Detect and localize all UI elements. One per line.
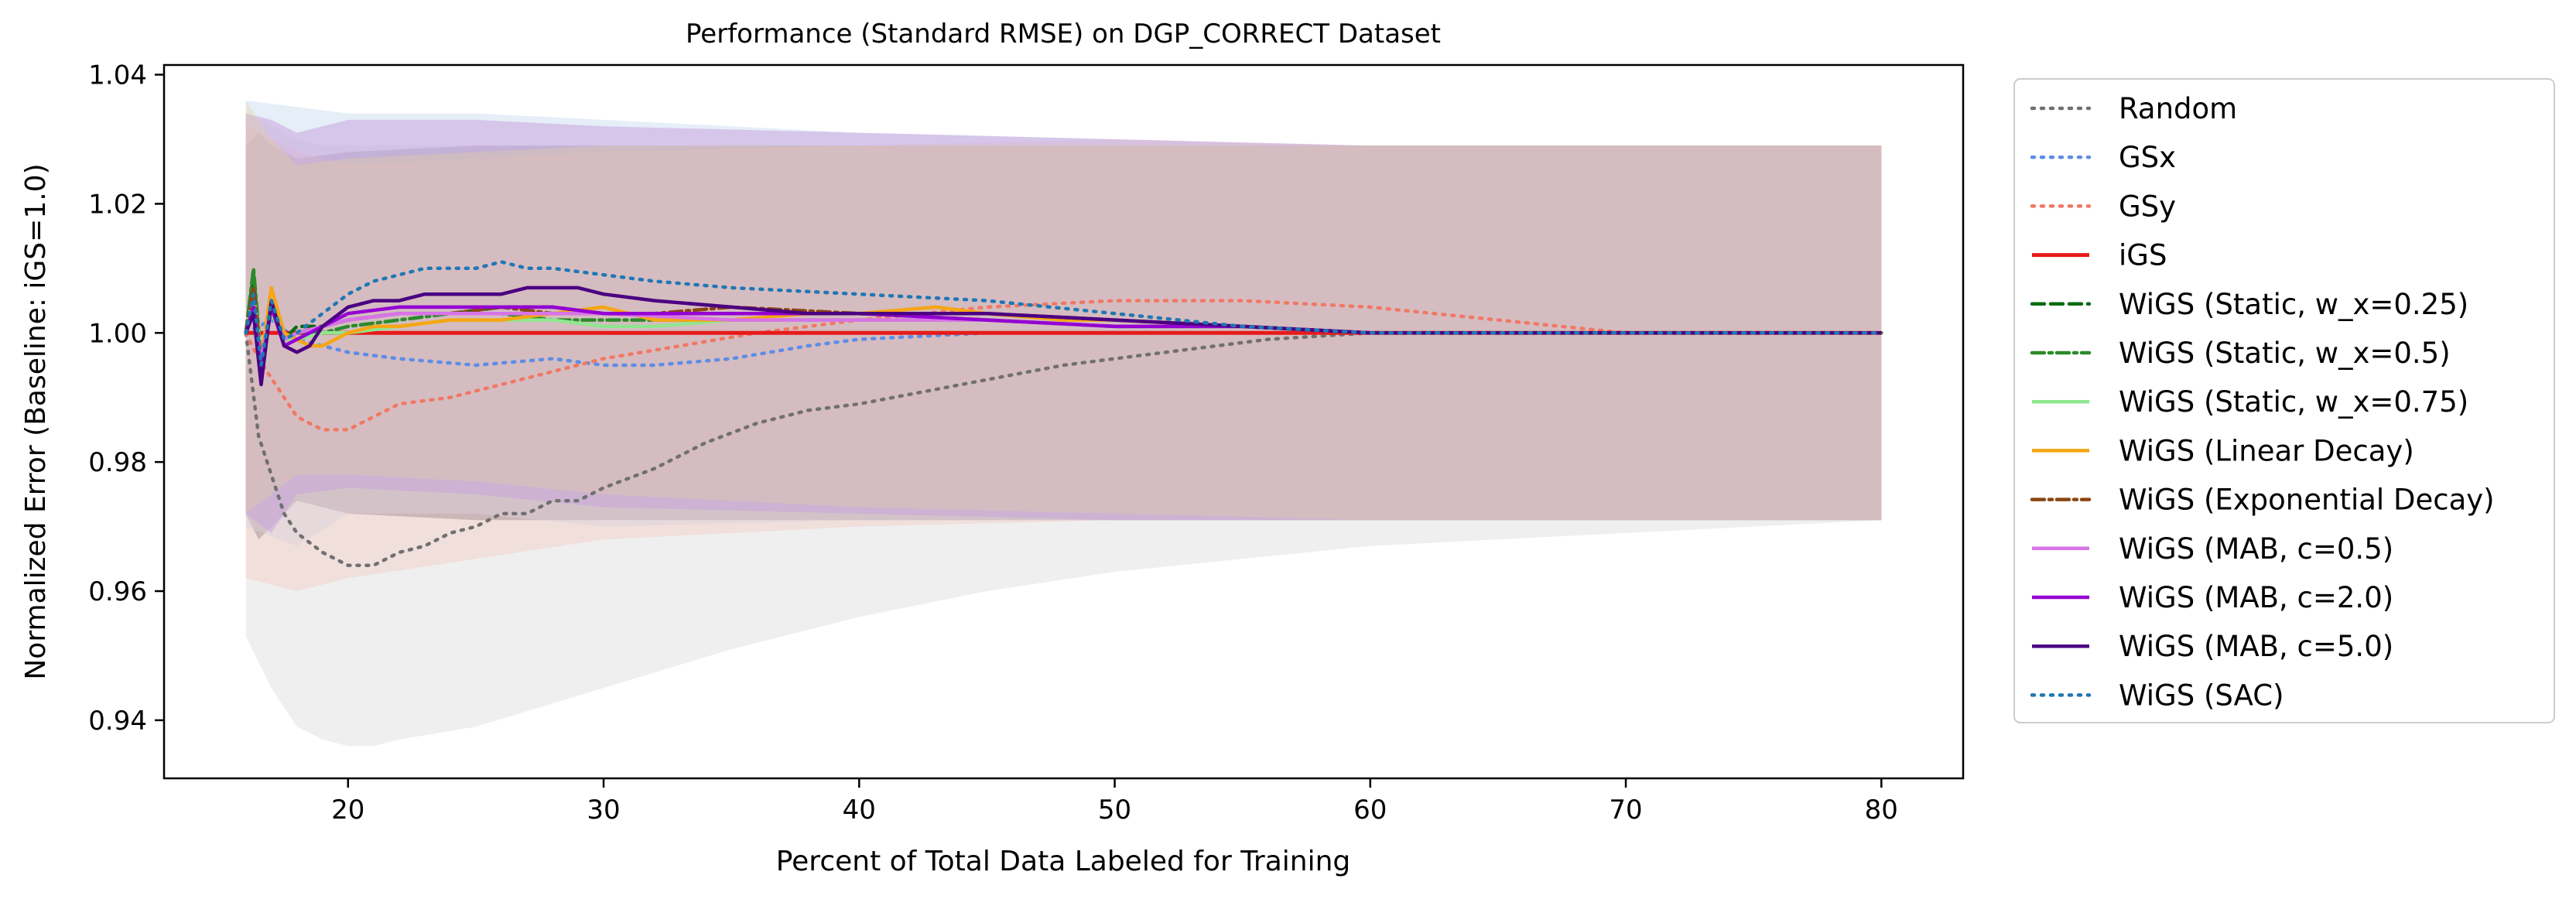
y-tick-label: 0.96 (88, 576, 147, 607)
chart-title: Performance (Standard RMSE) on DGP_CORRE… (686, 19, 1441, 50)
legend-label-igs: iGS (2119, 239, 2167, 272)
y-tick-label: 0.94 (88, 706, 147, 737)
legend-label-wigs-exponential-decay: WiGS (Exponential Decay) (2119, 484, 2495, 517)
x-axis-ticks: 20 30 40 50 60 70 80 (331, 778, 1898, 826)
y-axis-ticks: 0.94 0.96 0.98 1.00 1.02 1.04 (88, 60, 164, 737)
legend-label-wigs-static-w-x-0-75: WiGS (Static, w_x=0.75) (2119, 385, 2468, 419)
series-line-wigs-mab-c-5-0 (244, 285, 1882, 387)
legend-label-wigs-mab-c-0-5: WiGS (MAB, c=0.5) (2119, 532, 2393, 566)
legend-label-gsx: GSx (2119, 141, 2176, 174)
legend-label-gsy: GSy (2119, 190, 2176, 223)
series-line-gsy (244, 299, 1883, 432)
y-tick-label: 1.04 (88, 60, 147, 91)
x-axis-label: Percent of Total Data Labeled for Traini… (776, 846, 1351, 877)
legend-label-wigs-static-w-x-0-5: WiGS (Static, w_x=0.5) (2119, 337, 2451, 370)
legend-label-wigs-mab-c-2-0: WiGS (MAB, c=2.0) (2119, 581, 2393, 614)
x-tick-label: 60 (1353, 795, 1387, 826)
y-axis-label: Normalized Error (Baseline: iGS=1.0) (20, 163, 52, 679)
plot-frame (162, 63, 1965, 780)
x-tick-label: 20 (331, 795, 364, 826)
x-tick-label: 40 (843, 795, 876, 826)
x-tick-label: 30 (587, 795, 620, 826)
confidence-band-6 (245, 100, 1882, 521)
legend-label-wigs-linear-decay: WiGS (Linear Decay) (2119, 434, 2414, 467)
y-tick-label: 0.98 (88, 447, 147, 478)
y-tick-label: 1.02 (88, 189, 147, 220)
legend: Random GSx GSy iGS WiGS (Static, w_x=0.25) Wi… (2013, 78, 2555, 723)
y-tick-label: 1.00 (88, 318, 147, 349)
series-line-wigs-sac (244, 260, 1883, 368)
legend-label-wigs-sac: WiGS (SAC) (2119, 679, 2284, 712)
series-line-random (244, 331, 1883, 567)
legend-label-wigs-static-w-x-0-25: WiGS (Static, w_x=0.25) (2119, 288, 2468, 321)
series-lines (244, 260, 1883, 567)
legend-frame (2013, 78, 2555, 723)
x-tick-label: 80 (1865, 795, 1898, 826)
x-tick-label: 70 (1609, 795, 1642, 826)
legend-label-wigs-mab-c-5-0: WiGS (MAB, c=5.0) (2119, 630, 2393, 663)
x-tick-label: 50 (1098, 795, 1131, 826)
legend-items: Random GSx GSy iGS WiGS (Static, w_x=0.25) Wi… (2030, 92, 2495, 712)
legend-label-random: Random (2119, 92, 2237, 125)
